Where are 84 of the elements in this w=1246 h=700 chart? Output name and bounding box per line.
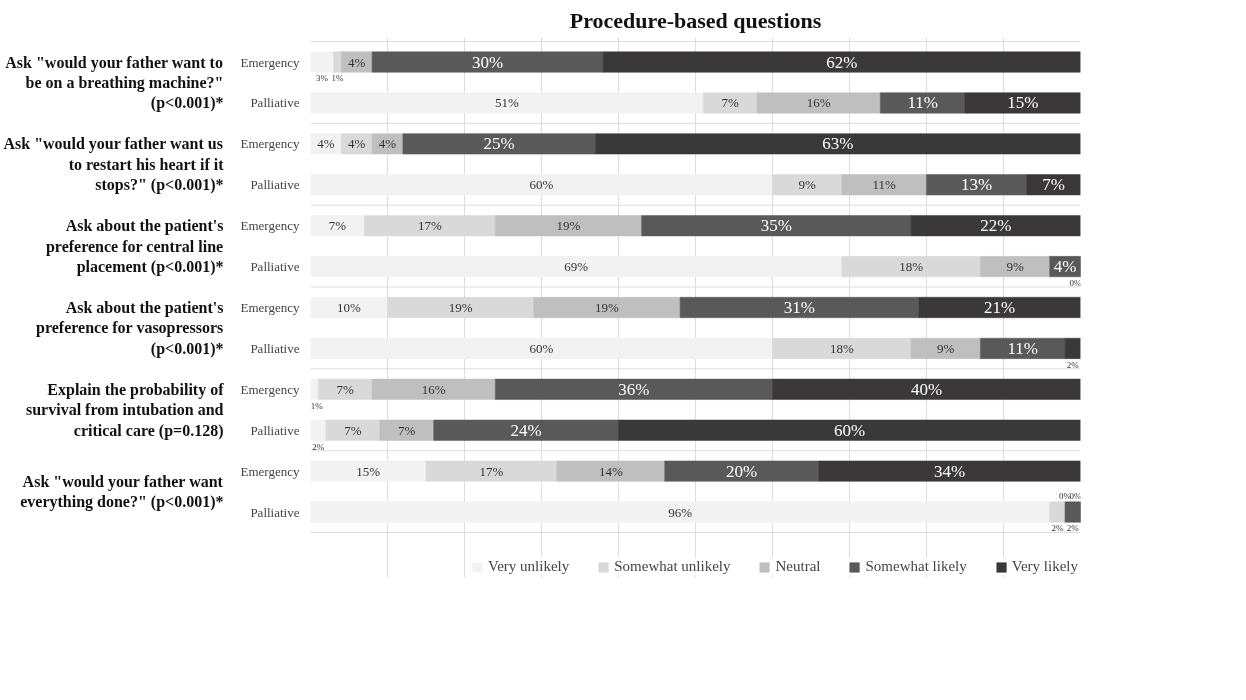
legend-label: Neutral [775, 558, 821, 575]
y-tick-label: Emergency [240, 218, 300, 234]
data-label: 7% [1042, 175, 1065, 195]
data-label: 60% [833, 420, 866, 440]
text: Ask about the patient's preference for central line placement (p<0.001)* [45, 217, 224, 277]
data-label: 9% [1006, 259, 1024, 275]
data-label: 9% [937, 340, 955, 356]
data-label: 14% [598, 463, 623, 479]
data-label: 11% [872, 177, 896, 193]
data-label: 15% [356, 463, 381, 479]
data-label: 19% [595, 300, 620, 315]
y-tick-label: Emergency [240, 300, 300, 315]
data-label: 96% [668, 504, 693, 520]
data-label: 69% [564, 259, 589, 275]
data-label: 18% [899, 259, 924, 275]
data-label: 19% [556, 218, 581, 234]
legend-label: Somewhat unlikely [614, 558, 731, 575]
data-label: 7% [398, 422, 416, 438]
data-label: 51% [494, 95, 519, 111]
y-tick-label: Palliative [250, 177, 300, 193]
y-tick-label: Emergency [240, 381, 300, 397]
data-label: 2% [1066, 523, 1080, 534]
data-label: 2% [1066, 359, 1080, 370]
data-label: 4% [1053, 257, 1077, 277]
data-label: 4% [317, 136, 335, 152]
y-tick-label: Emergency [240, 136, 300, 152]
data-label: 31% [783, 298, 816, 317]
data-label: 2% [312, 441, 325, 452]
data-label: 34% [934, 461, 966, 481]
text: Explain the probability of survival from intubation and critical care (p=0.128) [25, 380, 225, 440]
data-label: 1% [310, 400, 324, 411]
data-label: 0% [1059, 490, 1072, 501]
data-label: 7% [336, 381, 354, 397]
data-label: 35% [760, 216, 792, 236]
data-label: 3% [316, 73, 329, 84]
data-label: 63% [822, 134, 854, 154]
data-label: 1% [331, 73, 344, 84]
y-tick-label: Palliative [250, 422, 300, 438]
y-tick-label: Palliative [250, 259, 300, 275]
legend-label: Very unlikely [488, 558, 570, 575]
data-label: 19% [448, 300, 473, 315]
data-label: 4% [378, 136, 397, 152]
y-tick-label: Emergency [240, 54, 300, 70]
legend-label: Very likely [1011, 558, 1078, 575]
data-label: 15% [1007, 93, 1039, 113]
chart-title: Procedure-based questions [569, 7, 822, 33]
y-tick-label: Palliative [250, 340, 300, 356]
data-label: 21% [984, 298, 1016, 317]
y-tick-label: Emergency [240, 463, 300, 479]
data-label: 60% [529, 177, 554, 193]
text: Ask "would your father want everything done?" (p<0.001)* [20, 472, 224, 512]
data-label: 18% [829, 340, 854, 356]
data-label: 11% [1007, 338, 1039, 358]
text: Ask "would your father want to be on a breathing machine?" (p<0.001)* [5, 53, 224, 113]
data-label: 24% [510, 420, 542, 440]
text: Ask "would your father want us to restart his heart if it stops?" (p<0.001)* [3, 135, 225, 195]
data-label: 7% [344, 422, 362, 438]
legend-label: Somewhat likely [865, 558, 967, 575]
data-label: 20% [726, 461, 758, 481]
data-label: 16% [806, 95, 831, 111]
data-label: 11% [907, 93, 938, 113]
data-label: 0% [1069, 490, 1082, 501]
data-label: 9% [798, 177, 816, 193]
data-label: 36% [618, 379, 650, 399]
y-tick-label: Palliative [250, 504, 300, 520]
y-tick-label: Palliative [250, 95, 300, 111]
data-label: 4% [348, 54, 366, 70]
data-label: 13% [960, 175, 993, 195]
data-label: 16% [421, 381, 446, 397]
data-label: 7% [328, 218, 347, 234]
data-label: 30% [472, 52, 504, 72]
data-label: 7% [721, 95, 739, 111]
data-label: 25% [483, 134, 515, 154]
data-label: 2% [1051, 523, 1064, 534]
data-label: 62% [826, 52, 858, 72]
data-label: 4% [348, 136, 366, 152]
data-label: 60% [529, 340, 554, 356]
data-label: 0% [1069, 277, 1082, 288]
data-label: 22% [980, 216, 1012, 236]
data-label: 10% [337, 300, 362, 315]
data-label: 17% [417, 218, 442, 234]
text: Ask about the patient's preference for vasopressors (p<0.001)* [35, 299, 224, 358]
data-label: 40% [910, 379, 943, 399]
data-label: 17% [479, 463, 504, 479]
